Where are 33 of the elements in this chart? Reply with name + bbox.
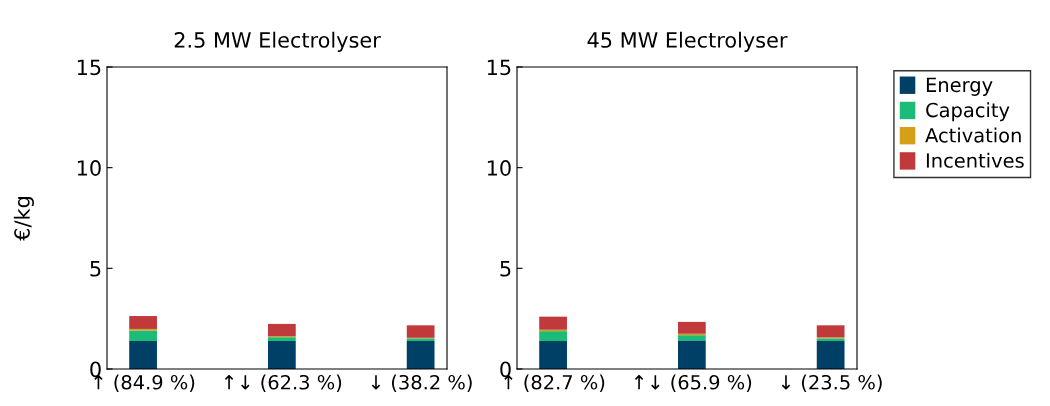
bar [677,321,706,334]
bar [267,323,296,337]
legend-label: Energy [926,77,993,96]
legend-label: Activation [925,127,1021,143]
bar [129,316,157,329]
bar [816,341,845,369]
y-axis-title: €/kg [13,197,34,241]
bar [539,341,567,369]
y-tick-label: 15 [487,59,511,76]
chart-title: 2.5 MW Electrolyser [174,31,381,52]
x-tick-label: ↓ (23.5 %) [781,374,882,392]
x-tick-label: ↑↓ (62.3 %) [224,374,342,392]
bar [539,331,567,342]
legend-label: Incentives [926,152,1024,168]
x-tick-label: ↑↓ (65.9 %) [634,374,752,392]
bar [406,341,435,369]
bar [267,341,296,369]
bar [406,325,435,338]
y-tick-label: 10 [487,160,511,176]
y-tick-label: 10 [77,160,101,176]
bar [129,341,157,369]
x-tick-label: ↓ (38.2 %) [371,374,472,392]
bar [677,340,706,369]
y-tick-label: 5 [90,261,101,277]
chart-title: 45 MW Electrolyser [587,31,788,52]
bar [129,330,157,342]
bar [267,337,296,342]
bar [816,325,845,338]
y-tick-label: 15 [77,59,101,76]
legend-label: Capacity [926,102,1010,122]
y-tick-label: 5 [500,261,511,277]
bar [677,335,706,341]
bar [539,316,567,330]
